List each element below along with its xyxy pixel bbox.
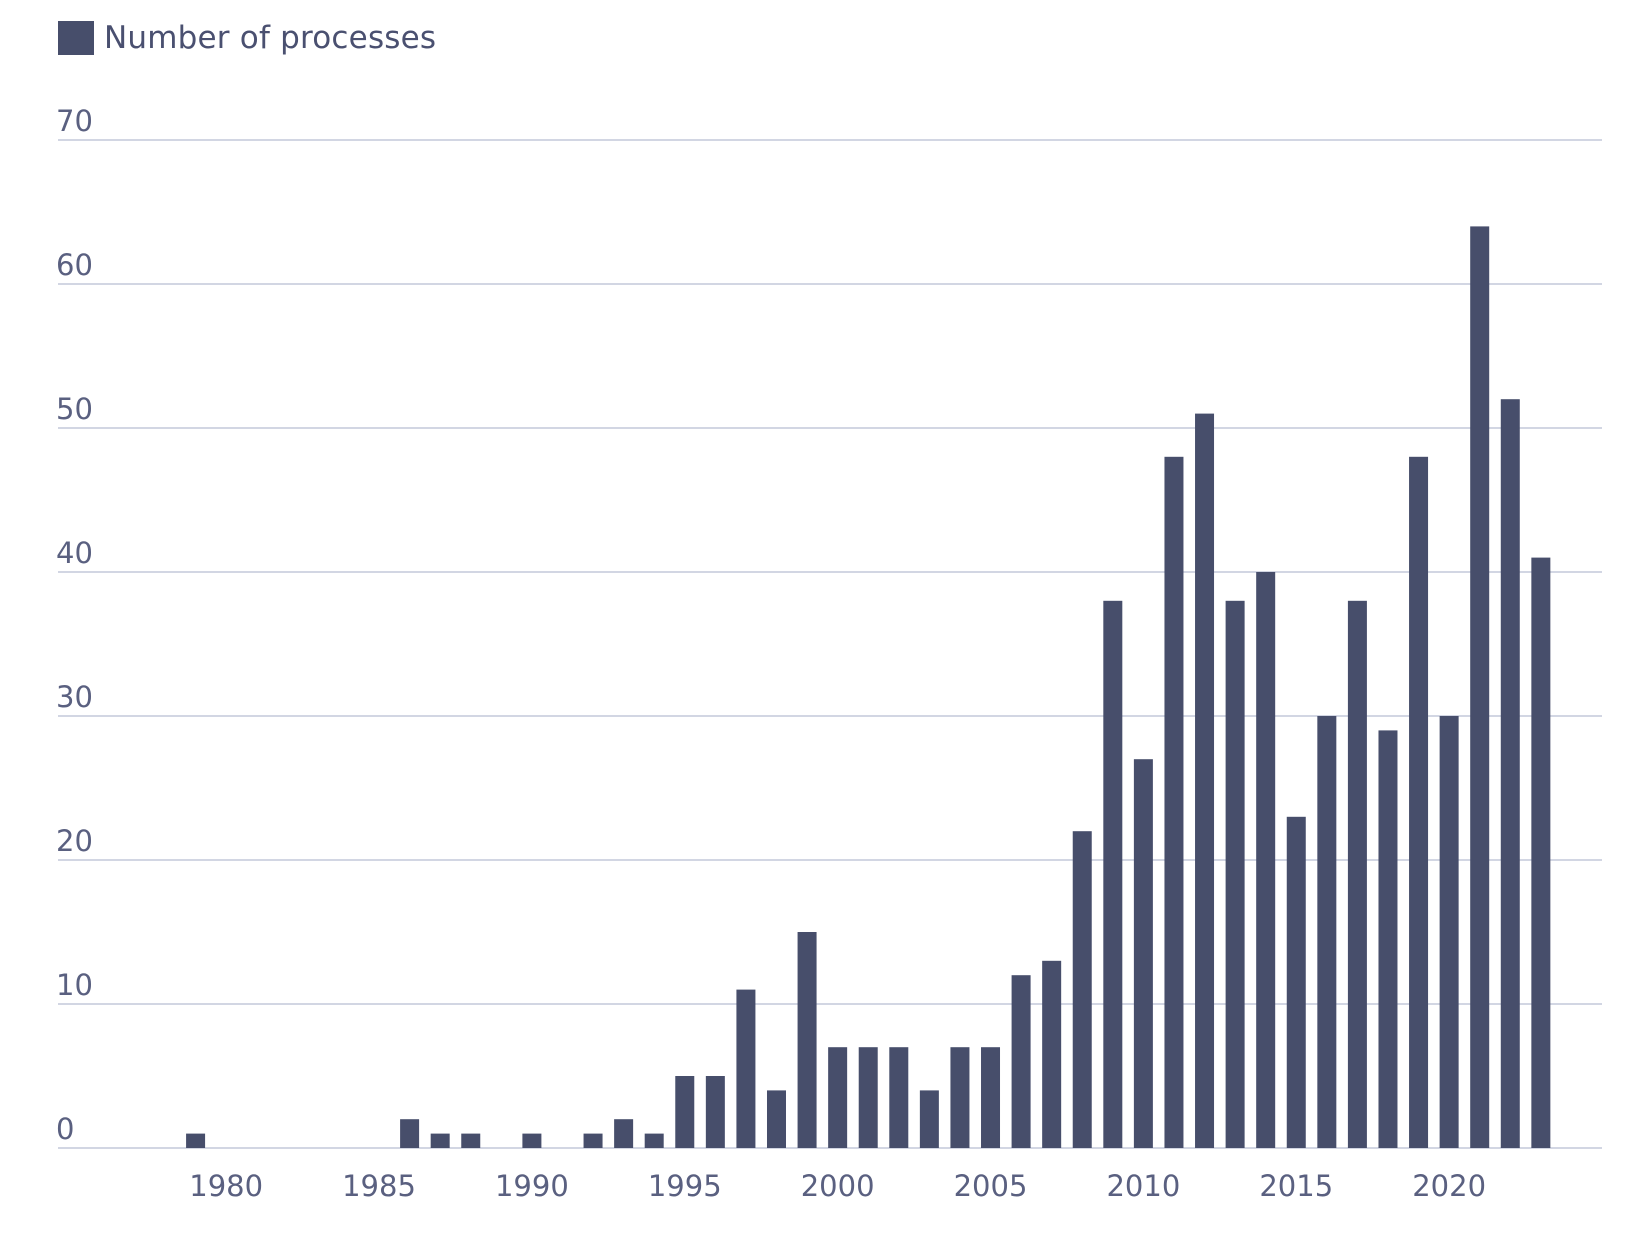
x-tick-label: 2005 (954, 1169, 1028, 1203)
bar-2006[interactable] (1011, 975, 1031, 1148)
bar-2013[interactable] (1225, 600, 1245, 1148)
x-axis-labels: 1980 1985 1990 1995 2000 2005 2010 2015 2020 (189, 1169, 1486, 1203)
y-tick-label: 10 (56, 968, 93, 1002)
x-tick-label: 1980 (189, 1169, 263, 1203)
gridlines (58, 139, 1602, 1149)
bar-1986[interactable] (400, 1119, 420, 1148)
x-tick-label: 1995 (648, 1169, 722, 1203)
bar-1988[interactable] (461, 1133, 481, 1148)
bar-1987[interactable] (430, 1133, 450, 1148)
bar-2009[interactable] (1103, 600, 1123, 1148)
bar-2004[interactable] (950, 1047, 970, 1148)
bar-2010[interactable] (1133, 759, 1153, 1148)
x-tick-label: 2000 (801, 1169, 875, 1203)
bar-1992[interactable] (583, 1133, 603, 1148)
bar-2021[interactable] (1470, 226, 1490, 1148)
bar-2000[interactable] (828, 1047, 848, 1148)
y-axis-labels: 0 10 20 30 40 50 60 70 (56, 104, 93, 1146)
x-tick-label: 2010 (1106, 1169, 1180, 1203)
bar-1995[interactable] (675, 1076, 695, 1148)
bar-2005[interactable] (981, 1047, 1001, 1148)
y-tick-label: 60 (56, 248, 93, 282)
legend-swatch (58, 21, 94, 55)
bar-1979[interactable] (186, 1133, 206, 1148)
bar-1996[interactable] (705, 1076, 725, 1148)
bars (186, 226, 1551, 1149)
y-tick-label: 30 (56, 680, 93, 714)
bar-1999[interactable] (797, 932, 817, 1148)
bar-2001[interactable] (858, 1047, 878, 1148)
bar-2007[interactable] (1042, 960, 1062, 1148)
bar-1998[interactable] (766, 1090, 786, 1148)
bar-1994[interactable] (644, 1133, 664, 1148)
bar-2003[interactable] (919, 1090, 939, 1148)
bar-2015[interactable] (1286, 816, 1306, 1148)
bar-2016[interactable] (1317, 716, 1337, 1148)
x-tick-label: 1990 (495, 1169, 569, 1203)
y-tick-label: 0 (56, 1112, 74, 1146)
bar-1997[interactable] (736, 989, 756, 1148)
bar-2019[interactable] (1409, 456, 1429, 1148)
legend-label: Number of processes (104, 20, 437, 56)
y-tick-label: 40 (56, 536, 93, 570)
legend: Number of processes (58, 20, 436, 56)
bar-2023[interactable] (1531, 557, 1551, 1148)
bar-2002[interactable] (889, 1047, 909, 1148)
bar-2012[interactable] (1195, 413, 1215, 1149)
bar-2008[interactable] (1072, 831, 1092, 1148)
y-tick-label: 70 (56, 104, 93, 138)
bar-2022[interactable] (1500, 399, 1520, 1148)
bar-2011[interactable] (1164, 456, 1184, 1148)
y-tick-label: 50 (56, 392, 93, 426)
x-tick-label: 1985 (342, 1169, 416, 1203)
bar-1990[interactable] (522, 1133, 542, 1148)
x-tick-label: 2015 (1259, 1169, 1333, 1203)
bar-2020[interactable] (1439, 716, 1459, 1148)
bar-2014[interactable] (1256, 572, 1276, 1148)
x-tick-label: 2020 (1412, 1169, 1486, 1203)
y-tick-label: 20 (56, 824, 93, 858)
bar-1993[interactable] (614, 1119, 634, 1148)
bar-2017[interactable] (1347, 600, 1367, 1148)
bar-2018[interactable] (1378, 730, 1398, 1148)
